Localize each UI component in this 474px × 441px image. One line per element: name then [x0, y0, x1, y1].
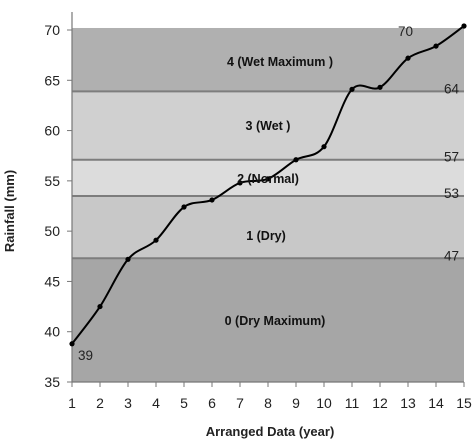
y-tick-label: 60 — [44, 123, 60, 139]
y-axis-title: Rainfall (mm) — [2, 170, 17, 252]
zone-label: 2 (Normal) — [237, 172, 299, 186]
data-point — [209, 197, 214, 202]
x-tick-label: 5 — [180, 395, 188, 411]
zone-bands — [72, 28, 464, 382]
zone-band-1 — [72, 196, 464, 258]
data-point — [153, 238, 158, 243]
data-point — [433, 43, 438, 48]
x-tick-label: 11 — [345, 395, 360, 411]
data-point — [181, 204, 186, 209]
x-axis-title: Arranged Data (year) — [206, 424, 335, 439]
data-point — [69, 341, 74, 346]
zone-label: 3 (Wet ) — [246, 119, 291, 133]
x-tick-label: 8 — [264, 395, 272, 411]
y-tick-label: 65 — [44, 72, 60, 88]
data-point — [321, 144, 326, 149]
zone-label: 0 (Dry Maximum) — [225, 314, 326, 328]
threshold-label: 57 — [444, 150, 459, 165]
zone-label: 4 (Wet Maximum ) — [227, 55, 333, 69]
data-point — [293, 157, 298, 162]
x-tick-label: 12 — [372, 395, 388, 411]
y-tick-label: 55 — [44, 173, 60, 189]
threshold-label: 47 — [444, 248, 459, 263]
threshold-label: 64 — [444, 81, 460, 96]
data-point — [377, 85, 382, 90]
threshold-label: 53 — [444, 186, 459, 201]
data-point — [349, 87, 354, 92]
x-tick-label: 10 — [316, 395, 332, 411]
data-point — [405, 56, 410, 61]
x-tick-label: 9 — [292, 395, 300, 411]
x-tick-label: 1 — [68, 395, 76, 411]
x-tick-label: 4 — [152, 395, 160, 411]
x-tick-label: 3 — [124, 395, 132, 411]
x-tick-label: 7 — [236, 395, 244, 411]
x-tick-label: 15 — [456, 395, 472, 411]
y-tick-label: 70 — [44, 22, 60, 38]
y-tick-label: 35 — [44, 374, 60, 390]
data-point — [125, 257, 130, 262]
x-tick-label: 6 — [208, 395, 216, 411]
y-tick-label: 50 — [44, 223, 60, 239]
data-point — [97, 304, 102, 309]
y-tick-label: 40 — [44, 324, 60, 340]
data-point — [461, 23, 466, 28]
point-label: 39 — [78, 348, 93, 363]
y-tick-label: 45 — [44, 273, 60, 289]
x-tick-label: 2 — [96, 395, 104, 411]
point-label: 70 — [398, 24, 413, 39]
x-tick-label: 14 — [428, 395, 444, 411]
x-tick-label: 13 — [400, 395, 416, 411]
zone-label: 1 (Dry) — [246, 229, 286, 243]
